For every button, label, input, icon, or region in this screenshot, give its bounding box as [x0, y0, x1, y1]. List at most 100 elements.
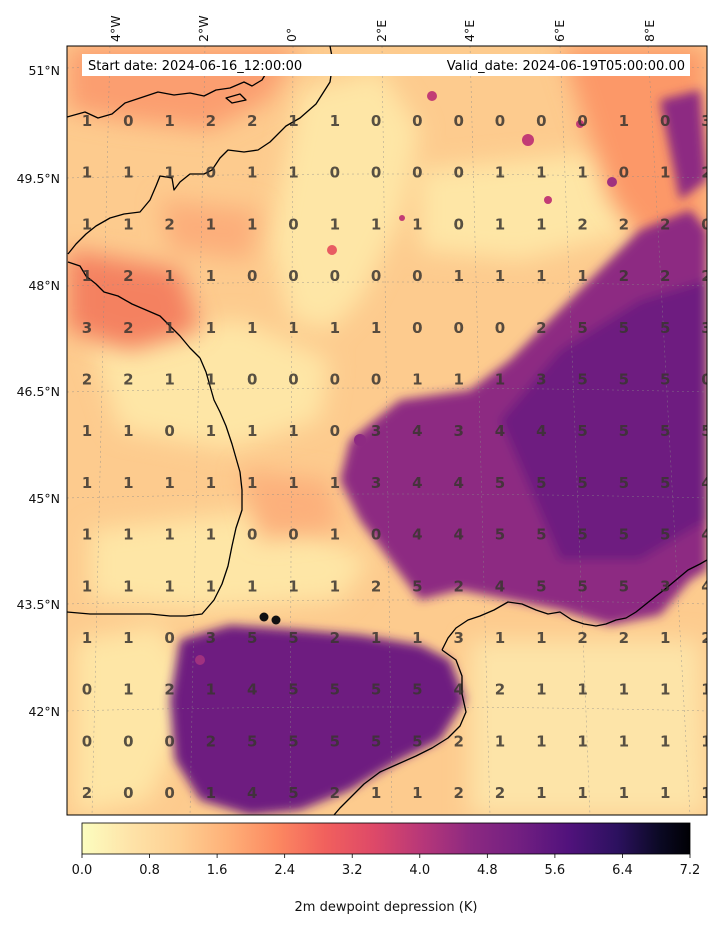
grid-value: 4 [536, 422, 546, 440]
colorbar-label: 2m dewpoint depression (K) [295, 900, 478, 915]
grid-value: 3 [206, 629, 216, 647]
colorbar-tick-label: 4.8 [477, 863, 498, 878]
grid-value: 4 [701, 526, 711, 544]
grid-value: 5 [288, 629, 298, 647]
grid-value: 1 [82, 422, 92, 440]
grid-value: 1 [495, 215, 505, 233]
mediterranean-coast [441, 559, 707, 651]
grid-value: 1 [536, 681, 546, 699]
grid-value: 3 [453, 629, 463, 647]
grid-value: 1 [412, 629, 422, 647]
header-box [82, 54, 690, 76]
grid-value: 1 [164, 371, 174, 389]
brittany-west [67, 261, 201, 359]
grid-value: 2 [660, 267, 670, 285]
lon-tick: 2°W [196, 15, 211, 42]
grid-value: 2 [701, 164, 711, 182]
grid-value: 1 [123, 474, 133, 492]
grid-value: 4 [412, 474, 422, 492]
grid-value: 1 [288, 474, 298, 492]
colorbar-tick-label: 5.6 [545, 863, 566, 878]
grid-value: 1 [164, 164, 174, 182]
grid-value: 1 [288, 319, 298, 337]
grid-value: 0 [164, 629, 174, 647]
grid-value: 1 [330, 319, 340, 337]
grid-value: 1 [123, 577, 133, 595]
grid-value: 4 [412, 526, 422, 544]
grid-value: 1 [247, 319, 257, 337]
grid-value: 2 [330, 784, 340, 802]
grid-value: 1 [123, 681, 133, 699]
grid-value: 1 [247, 422, 257, 440]
grid-value: 5 [412, 681, 422, 699]
grid-value: 0 [701, 371, 711, 389]
grid-value: 0 [288, 526, 298, 544]
grid-value: 1 [164, 112, 174, 130]
grid-value: 0 [82, 681, 92, 699]
grid-value: 1 [495, 371, 505, 389]
grid-value: 2 [495, 681, 505, 699]
colorbar-gradient [81, 822, 691, 855]
grid-value: 4 [247, 784, 257, 802]
grid-value: 4 [412, 422, 422, 440]
lon-tick: 4°E [462, 20, 477, 42]
grid-value: 1 [206, 526, 216, 544]
lat-tick: 46.5°N [17, 384, 60, 399]
longitude-ticks: 4°W 2°W 0° 2°E 4°E 6°E 8°E [108, 15, 657, 42]
grid-value: 1 [330, 215, 340, 233]
grid-value: 1 [164, 319, 174, 337]
grid-value: 1 [619, 784, 629, 802]
grid-value: 2 [371, 577, 381, 595]
grid-value: 5 [371, 681, 381, 699]
grid-value: 2 [701, 267, 711, 285]
grid-value: 2 [660, 215, 670, 233]
lon-tick: 8°E [642, 20, 657, 42]
grid-value: 2 [453, 577, 463, 595]
grid-value: 5 [577, 422, 587, 440]
station-marker [259, 612, 269, 622]
station-marker [271, 615, 281, 625]
grid-value: 5 [536, 526, 546, 544]
grid-value: 0 [247, 371, 257, 389]
grid-value: 1 [206, 784, 216, 802]
grid-value: 2 [206, 112, 216, 130]
lat-tick: 51°N [28, 63, 60, 78]
grid-value: 1 [660, 732, 670, 750]
grid-value: 4 [453, 474, 463, 492]
grid-values-overlay: 1 0 1 2 2 1 1 0 0 0 0 0 0 1 0 3 1 1 1 0 1 1 0 0 0 0 1 1 1 0 1 2 1 1 2 1 1 0 1 1… [82, 112, 711, 802]
france-north-coast [67, 46, 334, 255]
grid-value: 0 [412, 112, 422, 130]
grid-value: 1 [330, 474, 340, 492]
grid-value: 0 [453, 215, 463, 233]
grid-value: 2 [577, 215, 587, 233]
grid-value: 0 [330, 422, 340, 440]
grid-value: 5 [660, 371, 670, 389]
grid-value: 0 [371, 164, 381, 182]
grid-value: 5 [495, 474, 505, 492]
spain-east-coast [333, 649, 467, 815]
grid-value: 1 [330, 526, 340, 544]
grid-value: 0 [660, 112, 670, 130]
grid-value: 0 [371, 371, 381, 389]
grid-value: 1 [247, 164, 257, 182]
grid-value: 5 [536, 577, 546, 595]
grid-value: 2 [453, 784, 463, 802]
grid-value: 1 [206, 577, 216, 595]
grid-value: 0 [495, 112, 505, 130]
start-date-label: Start date: 2024-06-16_12:00:00 [88, 59, 302, 74]
grid-value: 1 [536, 267, 546, 285]
grid-value: 1 [701, 732, 711, 750]
grid-value: 1 [82, 526, 92, 544]
grid-value: 5 [330, 681, 340, 699]
grid-value: 0 [330, 164, 340, 182]
grid-value: 5 [412, 577, 422, 595]
grid-value: 5 [619, 319, 629, 337]
grid-value: 2 [82, 784, 92, 802]
grid-value: 0 [495, 319, 505, 337]
grid-value: 5 [701, 422, 711, 440]
grid-value: 2 [453, 732, 463, 750]
grid-value: 5 [660, 422, 670, 440]
grid-value: 0 [123, 732, 133, 750]
grid-value: 1 [660, 164, 670, 182]
grid-value: 1 [164, 577, 174, 595]
